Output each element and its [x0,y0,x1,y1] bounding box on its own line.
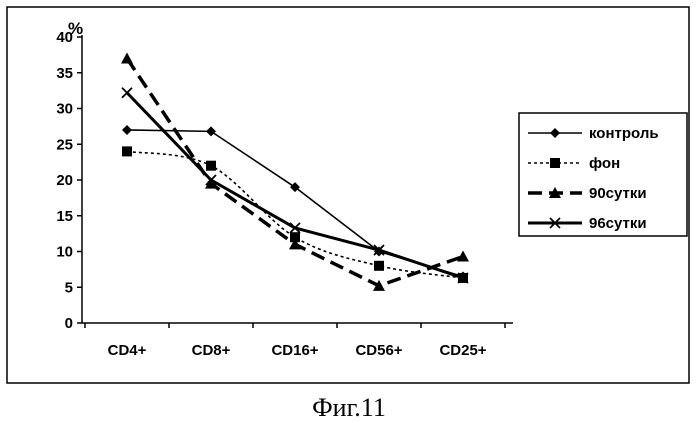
y-tick-label: 25 [56,136,73,153]
legend-marker-2 [550,158,560,168]
y-tick-label: 5 [65,279,73,296]
figure-caption: Фиг.11 [312,393,386,422]
x-category-label: CD25+ [439,342,486,359]
x-category-label: CD56+ [355,342,402,359]
legend-label-4: 96сутки [589,215,647,232]
y-unit-label: % [68,19,83,38]
y-tick-label: 15 [56,208,73,225]
series-2-point [206,161,216,171]
y-tick-label: 0 [65,315,73,332]
x-category-label: CD8+ [192,342,231,359]
series-2-point [374,261,384,271]
y-tick-label: 10 [56,244,73,261]
legend: контроль фон 90сутки 96сутки [519,113,687,236]
y-tick-label: 35 [56,65,73,82]
x-category-label: CD4+ [108,342,147,359]
x-category-label: CD16+ [271,342,318,359]
legend-label-2: фон [589,155,620,172]
legend-label-3: 90сутки [589,185,647,202]
series-2-point [122,146,132,156]
y-tick-label: 20 [56,172,73,189]
y-tick-label: 30 [56,101,73,118]
legend-label-1: контроль [589,125,659,142]
